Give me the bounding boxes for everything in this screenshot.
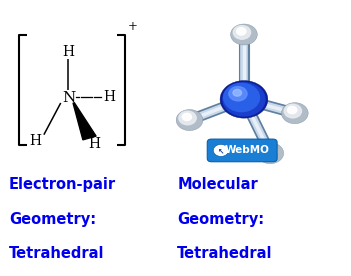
Circle shape xyxy=(284,104,302,118)
FancyBboxPatch shape xyxy=(207,139,277,162)
Circle shape xyxy=(220,81,268,118)
Text: Geometry:: Geometry: xyxy=(9,212,96,227)
Circle shape xyxy=(223,83,265,116)
Circle shape xyxy=(179,111,196,125)
Text: +: + xyxy=(127,20,137,33)
Text: Electron-pair: Electron-pair xyxy=(9,177,116,192)
Circle shape xyxy=(260,144,277,158)
Circle shape xyxy=(237,28,246,35)
Polygon shape xyxy=(73,103,96,140)
Text: WebMO: WebMO xyxy=(225,145,270,155)
Text: Molecular: Molecular xyxy=(177,177,258,192)
Text: H: H xyxy=(103,90,115,104)
Text: H: H xyxy=(62,46,74,59)
Circle shape xyxy=(224,83,259,112)
Circle shape xyxy=(213,144,229,156)
Text: Tetrahedral: Tetrahedral xyxy=(177,246,273,261)
Circle shape xyxy=(233,89,241,96)
Text: Tetrahedral: Tetrahedral xyxy=(9,246,104,261)
Circle shape xyxy=(182,113,192,121)
Circle shape xyxy=(176,110,203,131)
Text: Geometry:: Geometry: xyxy=(177,212,264,227)
Circle shape xyxy=(231,24,257,45)
Circle shape xyxy=(282,103,308,124)
Circle shape xyxy=(233,26,251,39)
Text: N: N xyxy=(62,91,75,105)
Text: H: H xyxy=(89,137,101,150)
Text: ↖: ↖ xyxy=(218,146,224,155)
Text: H: H xyxy=(29,134,41,148)
Circle shape xyxy=(287,106,297,114)
Circle shape xyxy=(257,143,284,164)
Circle shape xyxy=(263,146,272,154)
Circle shape xyxy=(229,87,247,101)
